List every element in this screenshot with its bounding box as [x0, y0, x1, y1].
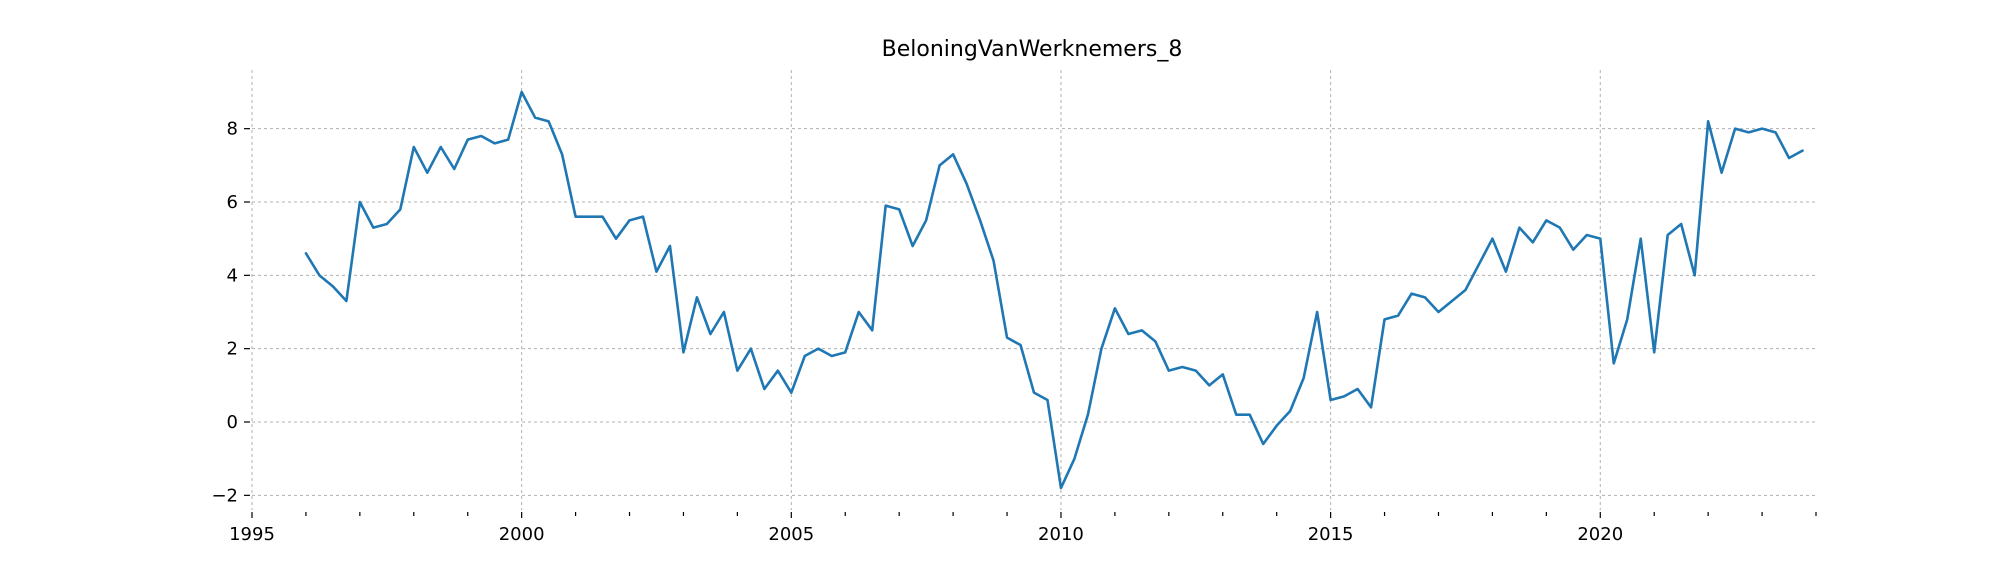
series-layer	[304, 90, 1804, 490]
x-axis: 1995 2000 2005 2010 2015 2020	[229, 512, 1817, 545]
x-tick-label: 2010	[1038, 524, 1084, 545]
y-tick-label: 6	[227, 192, 238, 213]
x-tick-label: 2015	[1308, 524, 1354, 545]
y-tick-label: 8	[227, 119, 238, 140]
chart-title: BeloningVanWerknemers_8	[882, 37, 1183, 62]
y-tick-label: −2	[211, 485, 238, 506]
x-tick-label: 2005	[768, 524, 814, 545]
y-tick-label: 4	[227, 265, 238, 286]
x-tick-label: 2020	[1577, 524, 1623, 545]
y-axis: −2 0 2 4 6 8	[211, 119, 250, 506]
x-tick-label: 2000	[499, 524, 545, 545]
y-tick-label: 2	[227, 339, 238, 360]
series-line	[304, 90, 1804, 490]
y-tick-label: 0	[227, 412, 238, 433]
x-tick-label: 1995	[229, 524, 275, 545]
grid-layer	[251, 70, 1816, 510]
